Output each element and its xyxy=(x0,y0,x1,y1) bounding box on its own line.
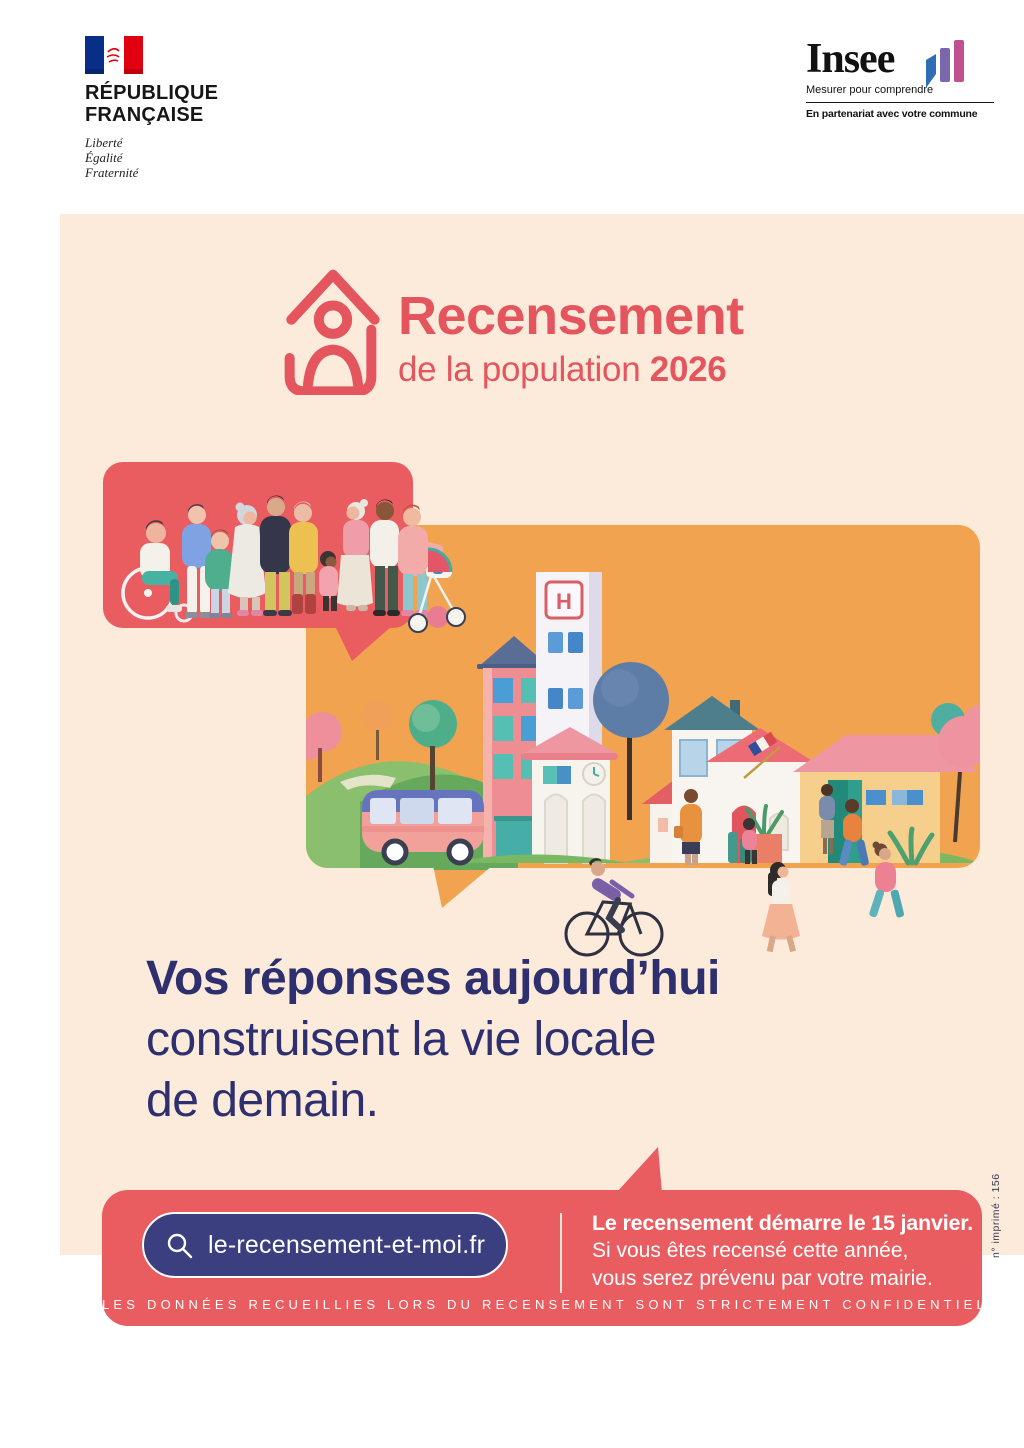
search-icon xyxy=(167,1233,193,1258)
house-person-icon xyxy=(284,269,380,395)
headline: Vos réponses aujourd’hui construisent la… xyxy=(146,948,720,1131)
headline-line1: Vos réponses aujourd’hui xyxy=(146,952,720,1005)
person-navy-top xyxy=(260,495,292,616)
republique-francaise-logo: RÉPUBLIQUE FRANÇAISE Liberté Égalité Fra… xyxy=(85,36,305,180)
person-elderly-pink xyxy=(337,499,373,611)
footer-info-line2: Si vous êtes recensé cette année, xyxy=(592,1239,909,1262)
census-subtitle: de la population 2026 xyxy=(398,350,744,390)
insee-logo: Insee Mesurer pour comprendre En partena… xyxy=(806,38,1006,120)
people-speech-bubble-illustration xyxy=(103,462,466,661)
insee-wordmark: Insee xyxy=(806,36,895,82)
city-speech-bubble-illustration: H xyxy=(306,525,980,957)
insee-partnership: En partenariat avec votre commune xyxy=(806,108,978,120)
rf-motto-fraternite: Fraternité xyxy=(85,165,139,180)
person-white-shirt xyxy=(370,499,400,616)
rf-motto-egalite: Égalité xyxy=(85,150,123,165)
walker-peach-skirt xyxy=(762,862,800,953)
insee-divider xyxy=(806,102,994,103)
footer-info-bold: Le recensement démarre le 15 janvier. xyxy=(592,1211,974,1235)
print-number: n° imprimé : 156 xyxy=(990,1173,1002,1258)
rf-line1: RÉPUBLIQUE xyxy=(85,82,219,104)
person-yellow-cardigan xyxy=(289,501,318,614)
rf-motto-liberte: Liberté xyxy=(85,135,123,150)
person-child-pink xyxy=(319,551,338,611)
pedestrian-orange-coat xyxy=(674,789,702,865)
headline-line2: construisent la vie locale xyxy=(146,1013,656,1066)
walker-teal-pants xyxy=(869,841,905,918)
person-elderly-dress xyxy=(228,502,266,616)
census-title: Recensement xyxy=(398,286,744,346)
bar-chart-icon xyxy=(926,40,964,88)
footer-bubble-tail xyxy=(616,1147,662,1193)
hospital-sign: H xyxy=(556,589,572,614)
cyclist xyxy=(564,858,664,957)
rf-line2: FRANÇAISE xyxy=(85,104,204,126)
footer-info: Le recensement démarre le 15 janvier. Si… xyxy=(592,1209,973,1293)
census-website-url: le-recensement-et-moi.fr xyxy=(208,1230,486,1259)
headline-line3: de demain. xyxy=(146,1074,379,1127)
footer-divider xyxy=(560,1213,562,1293)
pedestrian-child xyxy=(742,818,757,864)
insee-tagline: Mesurer pour comprendre xyxy=(806,84,934,96)
french-flag-icon xyxy=(85,36,143,74)
census-subtitle-text: de la population xyxy=(398,350,641,389)
person-green-sweater xyxy=(205,529,234,618)
confidentiality-notice: LES DONNÉES RECUEILLIES LORS DU RECENSEM… xyxy=(102,1297,1024,1312)
stroller xyxy=(408,547,466,633)
footer-info-line3: vous serez prévenu par votre mairie. xyxy=(592,1267,933,1290)
census-year: 2026 xyxy=(649,350,727,389)
search-bar[interactable]: le-recensement-et-moi.fr xyxy=(142,1212,508,1278)
person-wheelchair xyxy=(121,520,194,623)
pedestrian-near-door xyxy=(819,784,835,854)
pedestrian-jeans xyxy=(839,799,869,866)
census-logo-text: Recensement de la population 2026 xyxy=(398,288,744,390)
